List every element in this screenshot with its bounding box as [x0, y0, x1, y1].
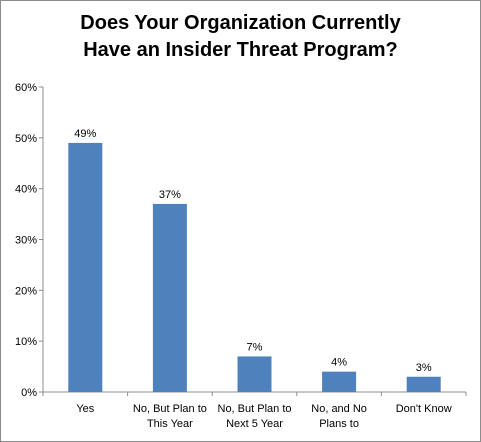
bar	[152, 203, 187, 392]
data-label: 7%	[247, 341, 263, 353]
chart-title-line-2: Have an Insider Threat Program?	[83, 39, 398, 61]
x-category-label: Yes	[76, 403, 94, 415]
x-category-label: This Year	[147, 418, 193, 430]
data-label: 37%	[159, 189, 181, 201]
y-tick-label: 60%	[15, 82, 37, 94]
y-tick-label: 30%	[15, 235, 37, 247]
chart-title-line-1: Does Your Organization Currently	[80, 12, 401, 34]
x-category-label: No, But Plan to	[133, 403, 207, 415]
y-tick-label: 40%	[15, 184, 37, 196]
y-tick-label: 10%	[15, 336, 37, 348]
x-category-label: Don't Know	[396, 403, 452, 415]
bar	[322, 371, 357, 392]
bar	[68, 142, 103, 392]
x-category-label: Plans to	[319, 418, 359, 430]
data-label: 49%	[74, 128, 96, 140]
data-label: 3%	[416, 362, 432, 374]
data-label: 4%	[331, 357, 347, 369]
x-category-label: No, But Plan to	[218, 403, 292, 415]
bar	[406, 376, 441, 392]
x-category-label: No, and No	[311, 403, 367, 415]
bar	[237, 356, 272, 392]
y-tick-label: 20%	[15, 285, 37, 297]
y-tick-label: 50%	[15, 133, 37, 145]
chart-title: Does Your Organization Currently Have an…	[0, 10, 481, 64]
x-category-label: Next 5 Year	[226, 418, 283, 430]
y-tick-label: 0%	[21, 387, 37, 399]
